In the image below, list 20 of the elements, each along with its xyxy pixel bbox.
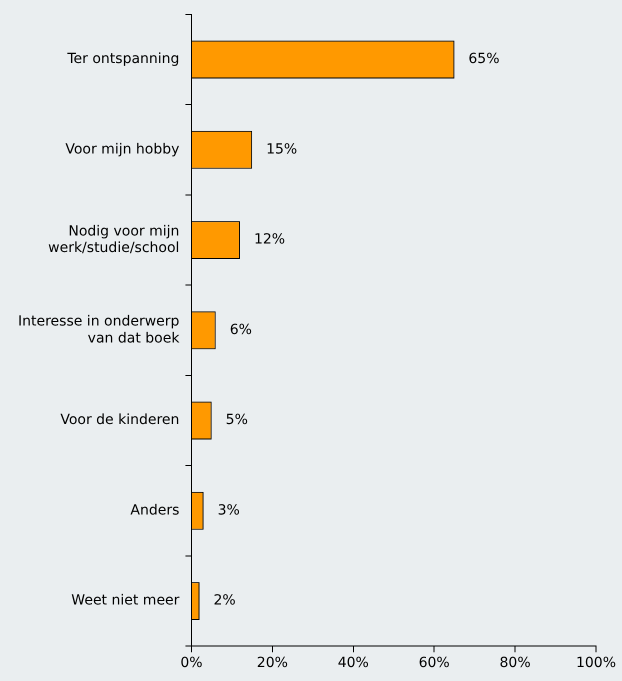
data-label: 5% [226, 412, 248, 428]
x-tick-label: 60% [418, 655, 450, 672]
data-label: 6% [230, 322, 252, 338]
data-label: 3% [218, 502, 240, 518]
y-tick-label: Anders [130, 502, 180, 518]
x-tick-label: 40% [338, 655, 369, 672]
y-tick-label: Voor mijn hobby [65, 141, 180, 158]
y-tick-label: Weet niet meer [71, 592, 180, 609]
y-tick-label: Nodig voor mijn werk/studie/school [48, 223, 180, 256]
x-tick-label: 80% [500, 655, 531, 672]
data-label: 65% [468, 51, 500, 68]
data-label: 2% [214, 592, 236, 609]
data-label: 12% [254, 232, 286, 248]
x-tick-label: 20% [256, 655, 288, 672]
y-tick-label: Ter ontspanning [66, 51, 180, 68]
y-tick-label: Voor de kinderen [60, 412, 180, 428]
x-tick-label: 100% [576, 655, 616, 672]
x-tick-label: 0% [180, 655, 203, 672]
data-label: 15% [266, 141, 298, 158]
y-tick-label: Interesse in onderwerp van dat boek [18, 314, 180, 346]
